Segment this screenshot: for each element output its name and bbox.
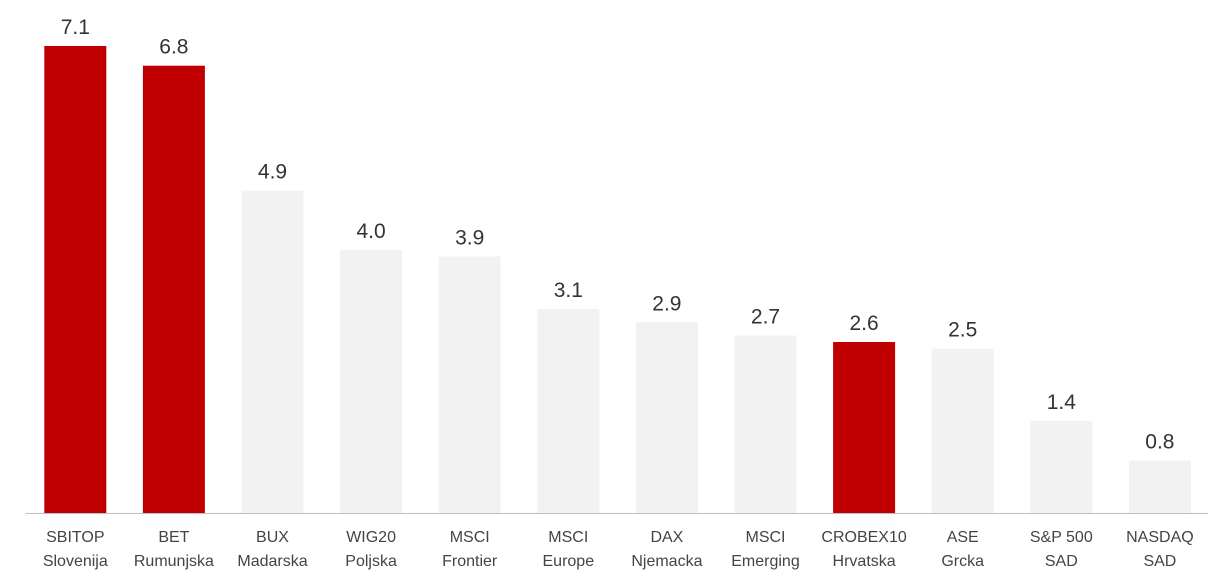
x-tick-label-4-line-1: Frontier (442, 553, 498, 570)
value-label-4: 3.9 (455, 227, 484, 250)
x-tick-label-2: BUX Madarska (237, 529, 307, 570)
bar-8 (833, 342, 896, 513)
x-tick-label-6: DAX Njemacka (631, 529, 702, 570)
x-tick-label-9-line-1: Grcka (941, 553, 984, 570)
bar-5 (537, 309, 600, 513)
bar-4 (438, 256, 501, 513)
x-tick-label-10: S&P 500 SAD (1030, 529, 1093, 570)
value-label-10: 1.4 (1047, 391, 1077, 414)
x-tick-label-8: CROBEX10 Hrvatska (821, 529, 906, 570)
x-tick-label-11: NASDAQ SAD (1126, 529, 1194, 570)
bar-7 (734, 335, 797, 513)
x-tick-label-3-line-0: WIG20 (346, 529, 396, 546)
x-tick-label-6-line-1: Njemacka (631, 553, 702, 570)
x-tick-label-2-line-1: Madarska (237, 553, 307, 570)
bar-3 (340, 249, 403, 513)
value-label-6: 2.9 (652, 292, 681, 315)
bar-6 (635, 322, 698, 513)
bar-11 (1128, 460, 1191, 513)
x-tick-label-7-line-0: MSCI (746, 529, 786, 546)
value-label-7: 2.7 (751, 305, 780, 328)
bars-group (44, 46, 1191, 513)
x-tick-label-1: BET Rumunjska (134, 529, 214, 570)
x-tick-label-6-line-0: DAX (650, 529, 683, 546)
bar-2 (241, 190, 304, 513)
bar-9 (931, 348, 994, 513)
x-tick-label-2-line-0: BUX (256, 529, 289, 546)
value-label-9: 2.5 (948, 319, 977, 342)
bar-0 (44, 46, 107, 513)
x-tick-label-5: MSCI Europe (543, 529, 595, 570)
x-tick-label-7: MSCI Emerging (731, 529, 799, 570)
x-tick-label-11-line-1: SAD (1143, 553, 1176, 570)
x-tick-label-4-line-0: MSCI (450, 529, 490, 546)
x-tick-label-5-line-1: Europe (543, 553, 595, 570)
value-label-3: 4.0 (356, 220, 385, 243)
x-tick-label-0: SBITOP Slovenija (43, 529, 108, 570)
value-label-0: 7.1 (61, 16, 90, 39)
x-tick-label-9-line-0: ASE (947, 529, 979, 546)
x-tick-label-0-line-1: Slovenija (43, 553, 108, 570)
x-tick-label-1-line-0: BET (158, 529, 189, 546)
bar-10 (1030, 420, 1093, 513)
value-label-11: 0.8 (1145, 430, 1174, 453)
x-tick-label-10-line-1: SAD (1045, 553, 1078, 570)
value-label-5: 3.1 (554, 279, 583, 302)
x-tick-label-8-line-1: Hrvatska (833, 553, 896, 570)
value-labels-group: 7.1 6.8 4.9 4.0 3.9 3.1 2.9 2.7 2.6 2.5 1.4 0.8 (61, 16, 1175, 453)
x-tick-label-3: WIG20 Poljska (345, 529, 397, 570)
x-tick-label-10-line-0: S&P 500 (1030, 529, 1093, 546)
x-tick-label-5-line-0: MSCI (548, 529, 588, 546)
x-tick-label-11-line-0: NASDAQ (1126, 529, 1194, 546)
bar-1 (142, 65, 205, 513)
x-tick-label-3-line-1: Poljska (345, 553, 397, 570)
value-label-8: 2.6 (849, 312, 878, 335)
x-tick-label-9: ASE Grcka (941, 529, 984, 570)
x-tick-labels-group: SBITOP Slovenija BET Rumunjska BUX Madarska WI… (43, 529, 1194, 570)
x-tick-label-0-line-0: SBITOP (46, 529, 104, 546)
value-label-1: 6.8 (159, 36, 188, 59)
x-tick-label-4: MSCI Frontier (442, 529, 498, 570)
value-label-2: 4.9 (258, 161, 287, 184)
x-tick-label-1-line-1: Rumunjska (134, 553, 214, 570)
x-tick-label-8-line-0: CROBEX10 (821, 529, 906, 546)
x-tick-label-7-line-1: Emerging (731, 553, 799, 570)
